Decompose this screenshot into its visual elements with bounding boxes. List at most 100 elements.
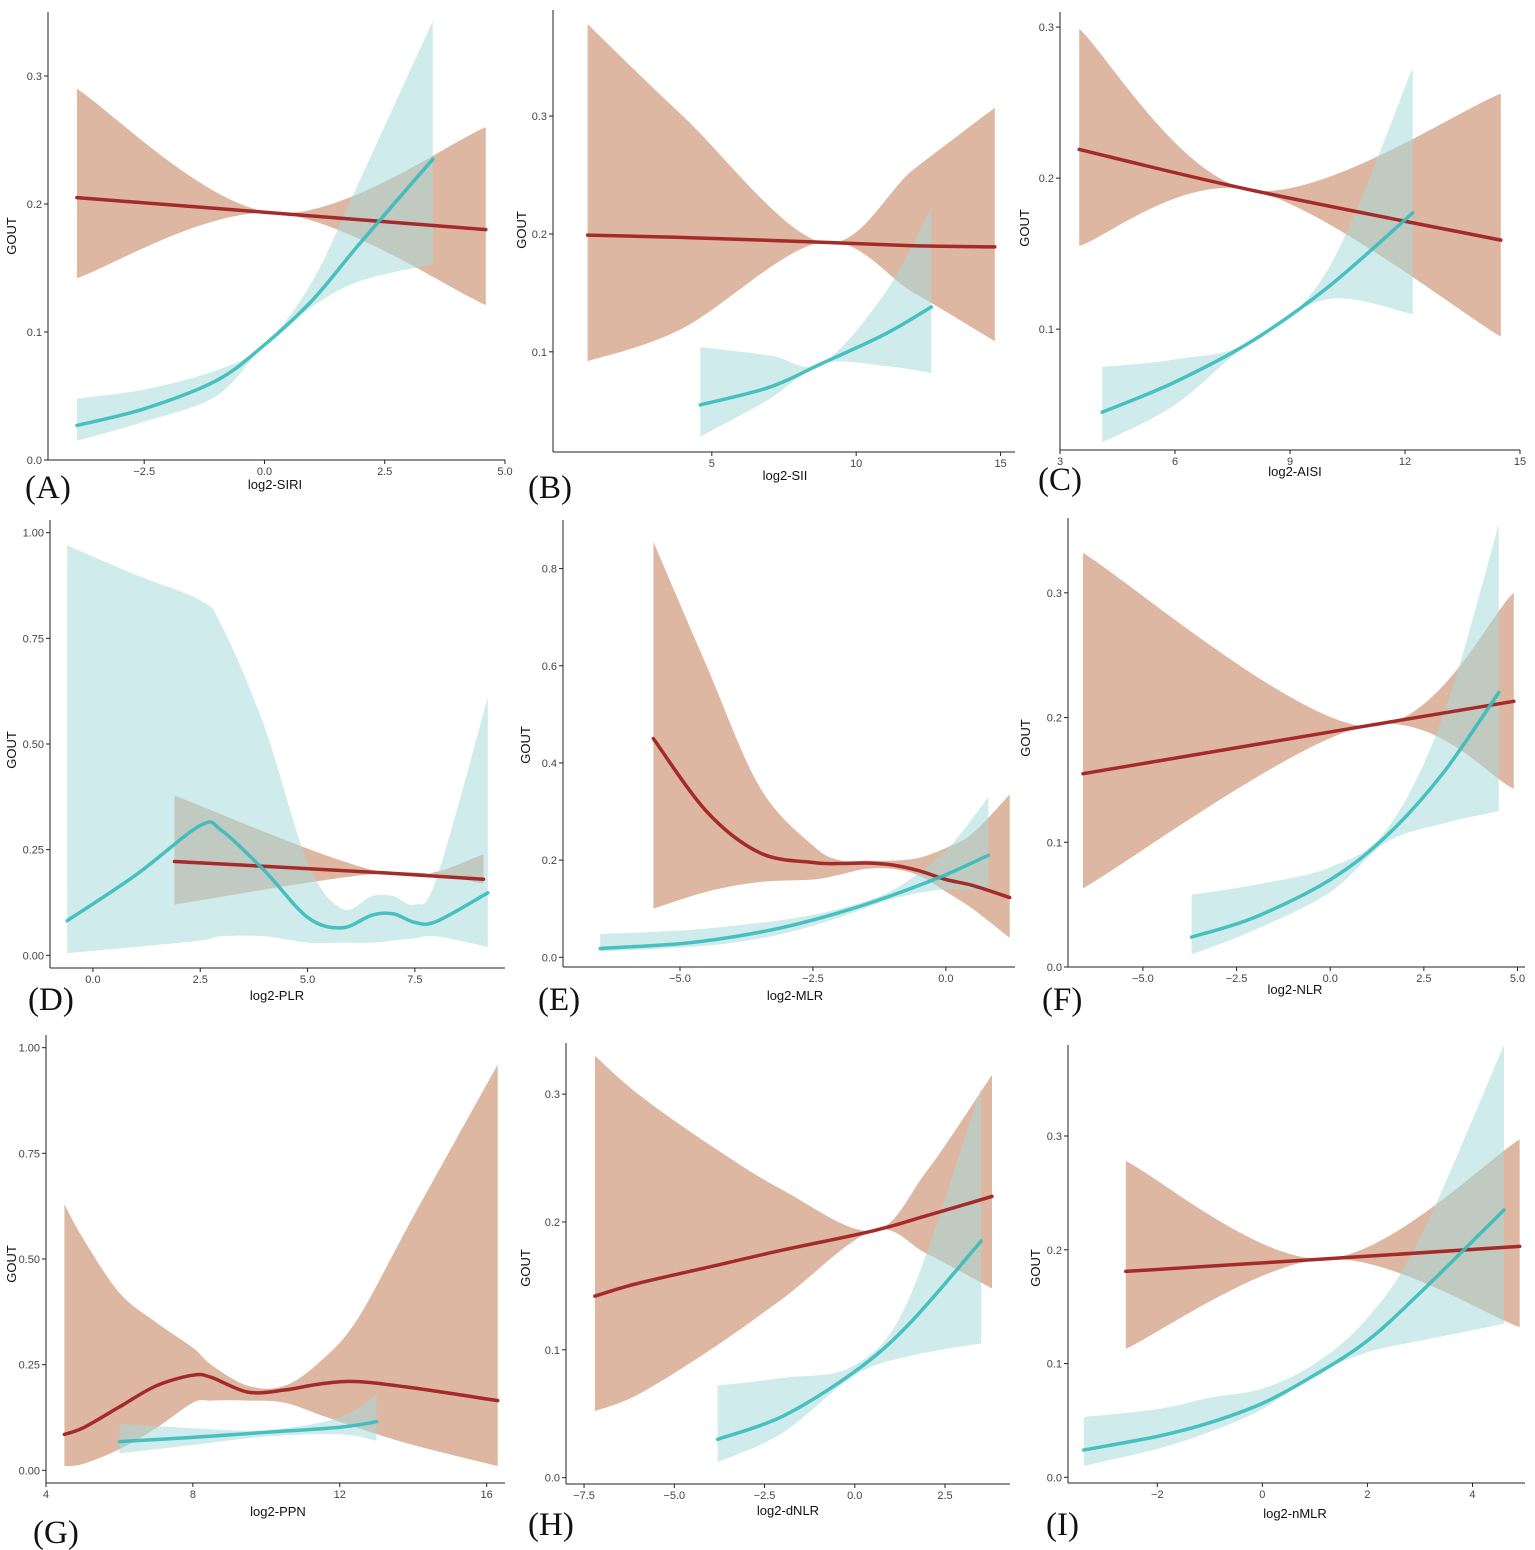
x-tick-label: 0.0 [938,973,953,985]
x-tick-label: −2 [1151,1489,1164,1501]
y-tick-label: 0.6 [542,661,557,673]
x-axis-title: log2-nMLR [1263,1506,1327,1521]
x-axis-title: log2-AISI [1268,464,1321,479]
y-tick-label: 0.1 [27,327,42,339]
x-tick-label: 4 [1469,1489,1475,1501]
panel-c: 3 6 9 12 15 0.1 0.2 0.3 log2-AISI GOUT (C) [1017,12,1526,498]
x-tick-label: 10 [850,458,862,470]
x-tick-label: 16 [481,1489,493,1501]
red-fit-line [75,195,488,232]
panel-label: (F) [1042,982,1082,1018]
red-ci-band [64,1064,498,1467]
x-axis-title: log2-PLR [250,988,304,1003]
y-tick-label: 1.00 [23,528,44,540]
red-ci-band [1083,552,1514,889]
y-tick-label: 0.2 [542,855,557,867]
y-tick-label: 0.00 [19,1465,40,1477]
x-axis-title: log2-MLR [767,988,823,1003]
panel-label: (G) [33,1515,79,1550]
x-tick-label: 0 [1259,1489,1265,1501]
teal-fit-line [715,1239,983,1442]
teal-fit-line [1082,1208,1506,1452]
teal-ci-band [67,545,488,954]
y-tick-label: 0.2 [1039,173,1054,185]
y-tick-label: 0.50 [23,739,44,751]
x-tick-label: 0.0 [1323,973,1338,985]
red-fit-line [585,233,997,249]
red-fit-line [62,1372,500,1437]
y-tick-label: 0.0 [545,1473,560,1485]
y-axis-title: GOUT [1017,209,1032,247]
panel-label: (B) [528,470,572,506]
x-tick-label: 8 [190,1489,196,1501]
x-tick-label: −5.0 [669,973,691,985]
panel-label: (H) [528,1507,574,1543]
red-fit-line [1081,699,1516,776]
y-tick-label: 0.8 [542,564,557,576]
y-tick-label: 0.75 [19,1148,40,1160]
y-tick-label: 0.3 [1047,588,1062,600]
y-axis-title: GOUT [514,211,529,249]
x-tick-label: 0.0 [85,974,100,986]
x-tick-label: −2.5 [133,466,155,478]
y-tick-label: 1.00 [19,1043,40,1055]
y-tick-label: 0.3 [532,111,547,123]
x-tick-label: −5.0 [663,1490,685,1502]
y-tick-label: 0.3 [1039,22,1054,34]
red-fit-line [593,1194,994,1298]
y-tick-label: 0.3 [545,1089,560,1101]
y-tick-label: 0.1 [1047,837,1062,849]
x-tick-label: 6 [1172,456,1178,468]
x-tick-label: −5.0 [1132,973,1154,985]
y-axis-title: GOUT [1028,1249,1043,1287]
panel-e: −5.0 −2.5 0.0 0.0 0.2 0.4 0.6 0.8 log2-MLR GOUT (E… [518,520,1015,1018]
y-axis-title: GOUT [4,1245,19,1283]
panel-label: (C) [1038,462,1082,498]
red-ci-band [594,1055,992,1412]
teal-fit-line [1189,690,1501,939]
x-tick-label: 0.0 [847,1490,862,1502]
x-tick-label: 12 [334,1489,346,1501]
panel-a: −2.5 0.0 2.5 5.0 0.0 0.1 0.2 0.3 log2-SIRI GOUT (A… [4,12,513,506]
red-fit-line [172,859,486,881]
y-tick-label: 0.00 [23,950,44,962]
y-tick-label: 0.2 [1047,713,1062,725]
y-tick-label: 0.2 [1047,1245,1062,1257]
x-tick-label: −7.5 [573,1490,595,1502]
x-tick-label: 5.0 [497,466,512,478]
teal-fit-line [598,853,991,951]
y-tick-label: 0.25 [23,845,44,857]
y-tick-label: 0.3 [27,71,42,83]
x-tick-label: −2.5 [802,973,824,985]
x-tick-label: 2.5 [937,1490,952,1502]
x-tick-label: 5.0 [1510,973,1525,985]
x-tick-label: 3 [1057,456,1063,468]
y-tick-label: 0.1 [545,1345,560,1357]
x-tick-label: −2.5 [754,1490,776,1502]
y-tick-label: 0.0 [27,455,42,467]
x-tick-label: 0.0 [257,466,272,478]
x-tick-label: 15 [994,458,1006,470]
teal-ci-band [717,1087,982,1463]
x-axis-title: log2-PPN [250,1504,306,1519]
y-axis-title: GOUT [1018,719,1033,757]
y-tick-label: 0.25 [19,1360,40,1372]
x-axis-title: log2-SIRI [248,477,302,492]
panel-i: −2 0 2 4 0.0 0.1 0.2 0.3 log2-nMLR GOUT (I) [1028,1045,1525,1543]
x-axis-title: log2-SII [763,468,808,483]
panel-g: 4 8 12 16 0.00 0.25 0.50 0.75 1.00 log2-PPN GOUT (G… [4,1035,505,1550]
panel-h: −7.5 −5.0 −2.5 0.0 2.5 0.0 0.1 0.2 0.3 log2-dNLR G… [518,1043,1010,1543]
teal-fit-line [65,820,490,930]
teal-ci-band [1102,67,1413,443]
teal-ci-band [700,208,932,437]
x-tick-label: 7.5 [407,974,422,986]
teal-ci-band [76,21,433,441]
teal-fit-line [75,157,435,428]
x-tick-label: 2.5 [1416,973,1431,985]
teal-fit-line [117,1419,379,1444]
x-tick-label: 5 [709,458,715,470]
y-tick-label: 0.2 [532,229,547,241]
x-tick-label: 4 [43,1489,49,1501]
x-tick-label: −2.5 [1226,973,1248,985]
y-tick-label: 0.1 [1039,324,1054,336]
